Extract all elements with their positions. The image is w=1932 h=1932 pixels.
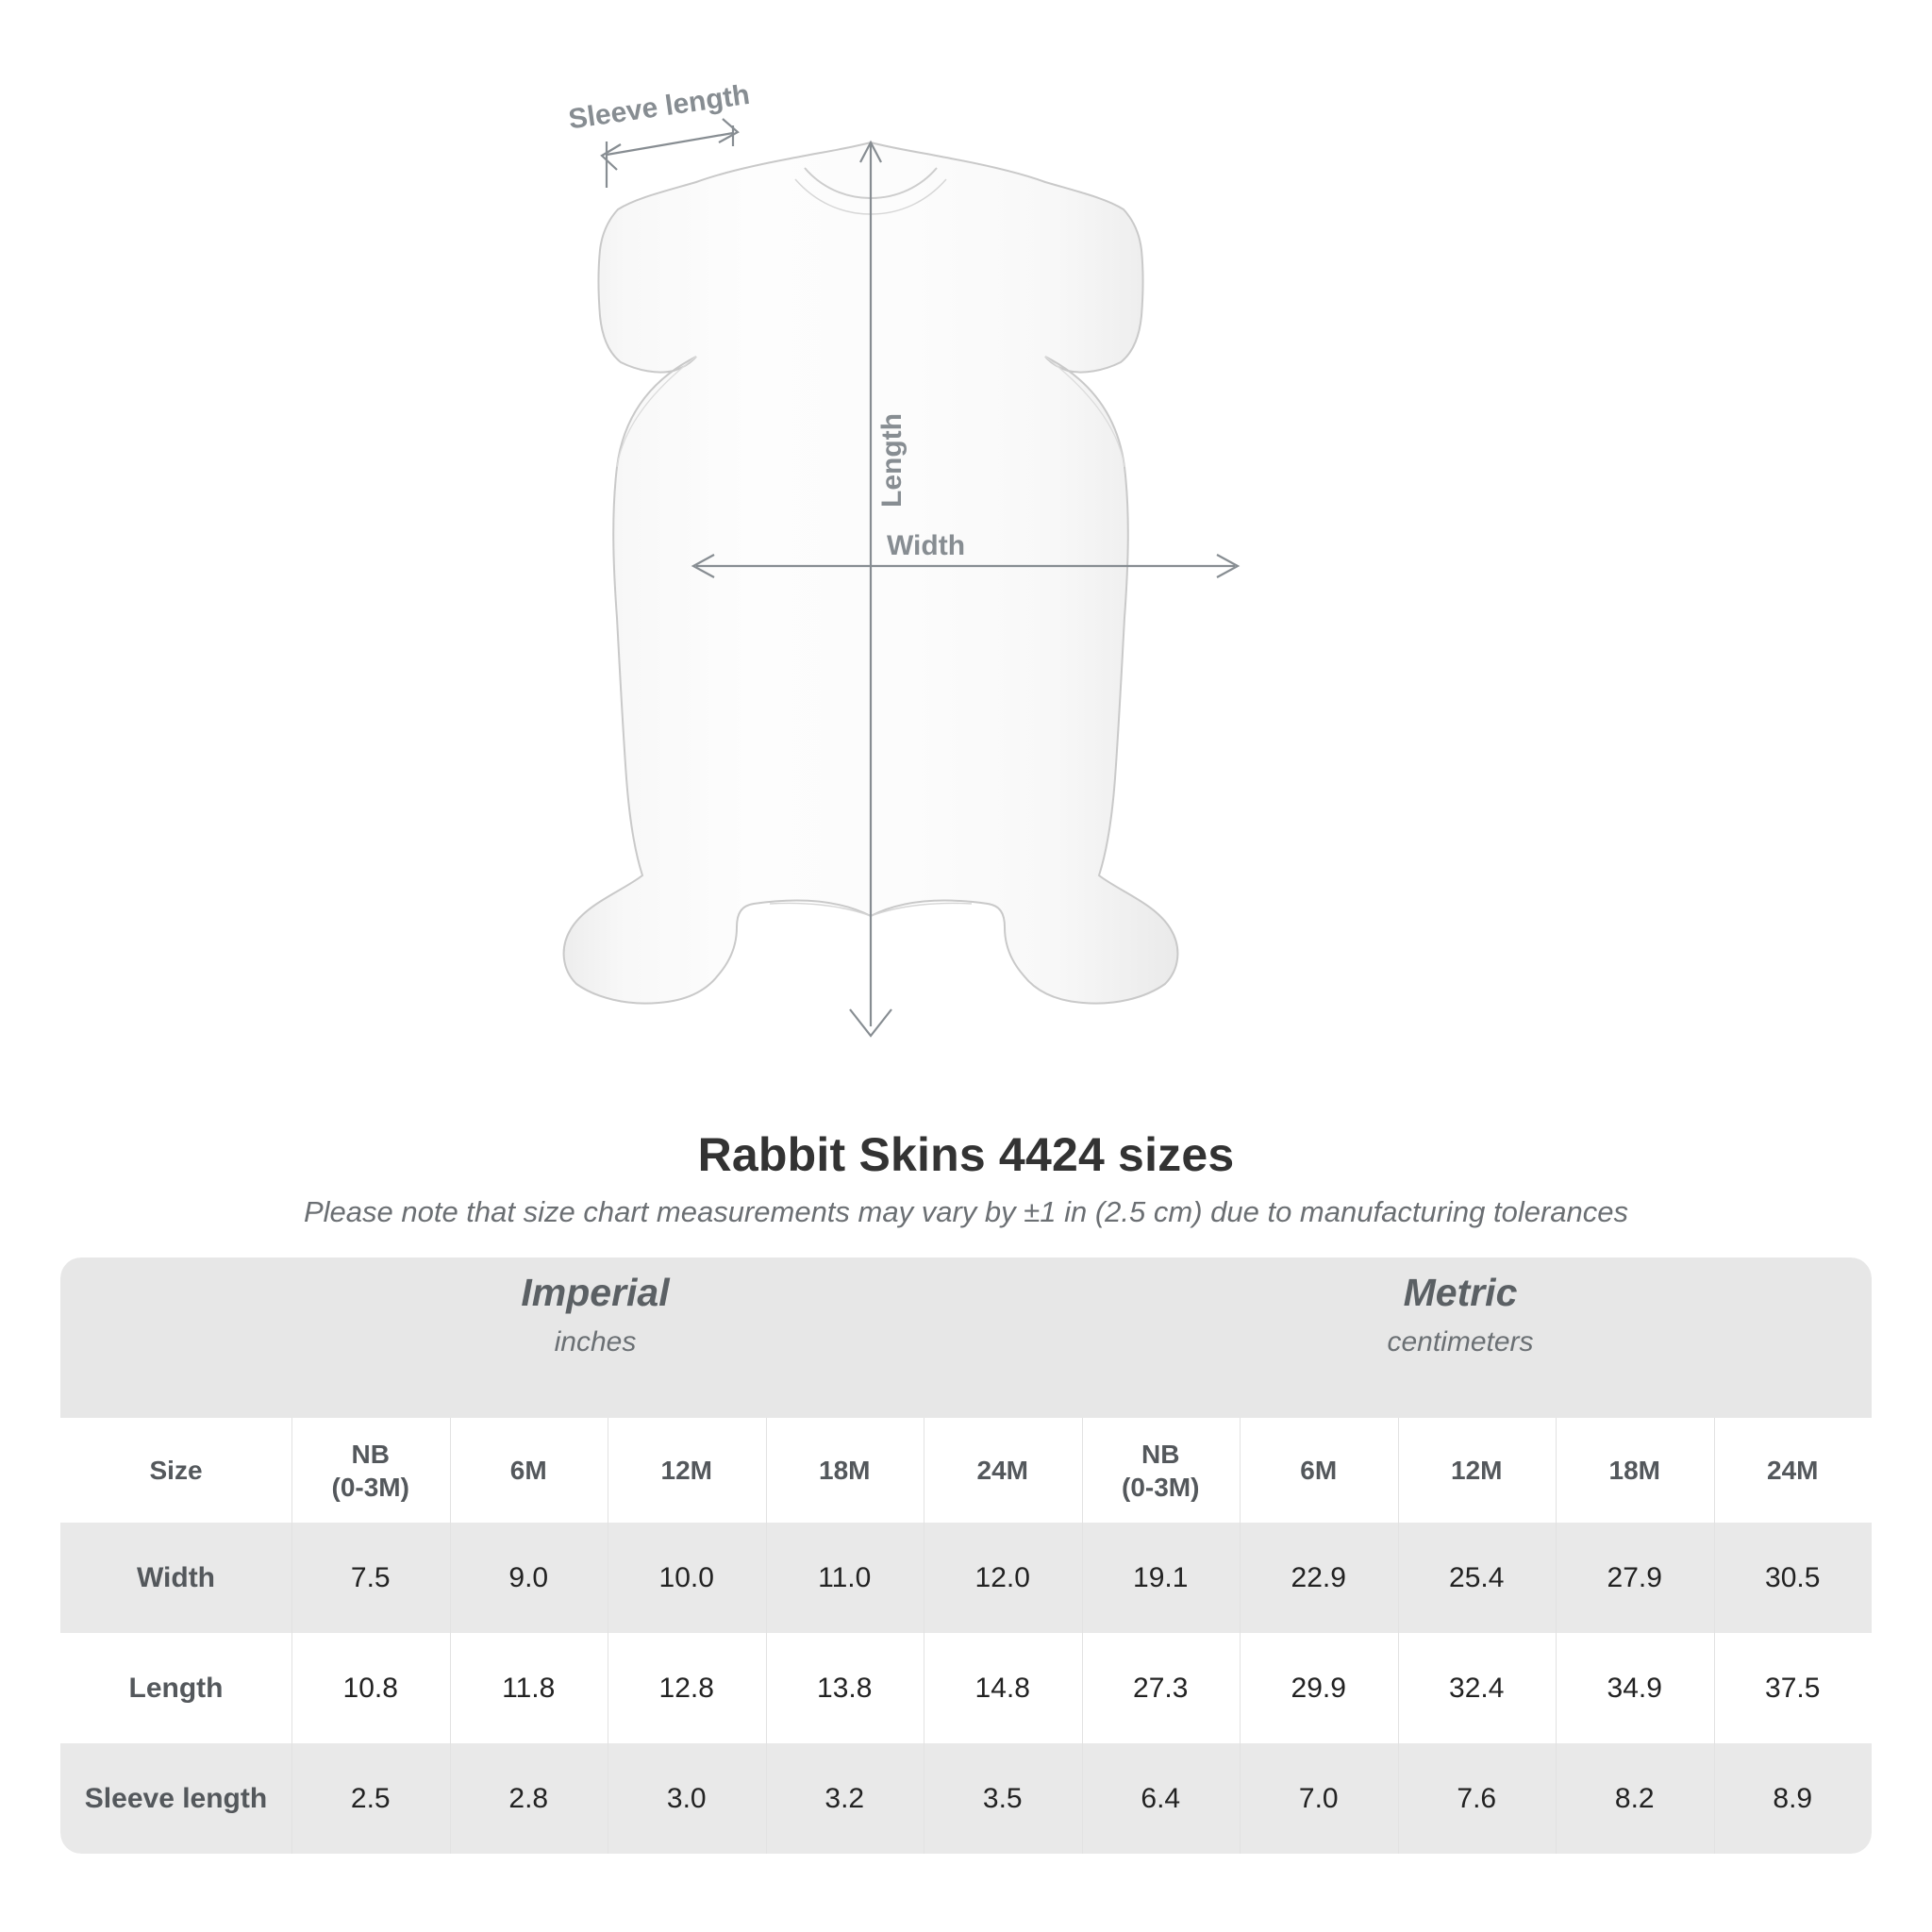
svg-text:Sleeve length: Sleeve length: [567, 79, 752, 136]
svg-text:Length: Length: [876, 413, 908, 508]
svg-text:Width: Width: [887, 530, 965, 561]
